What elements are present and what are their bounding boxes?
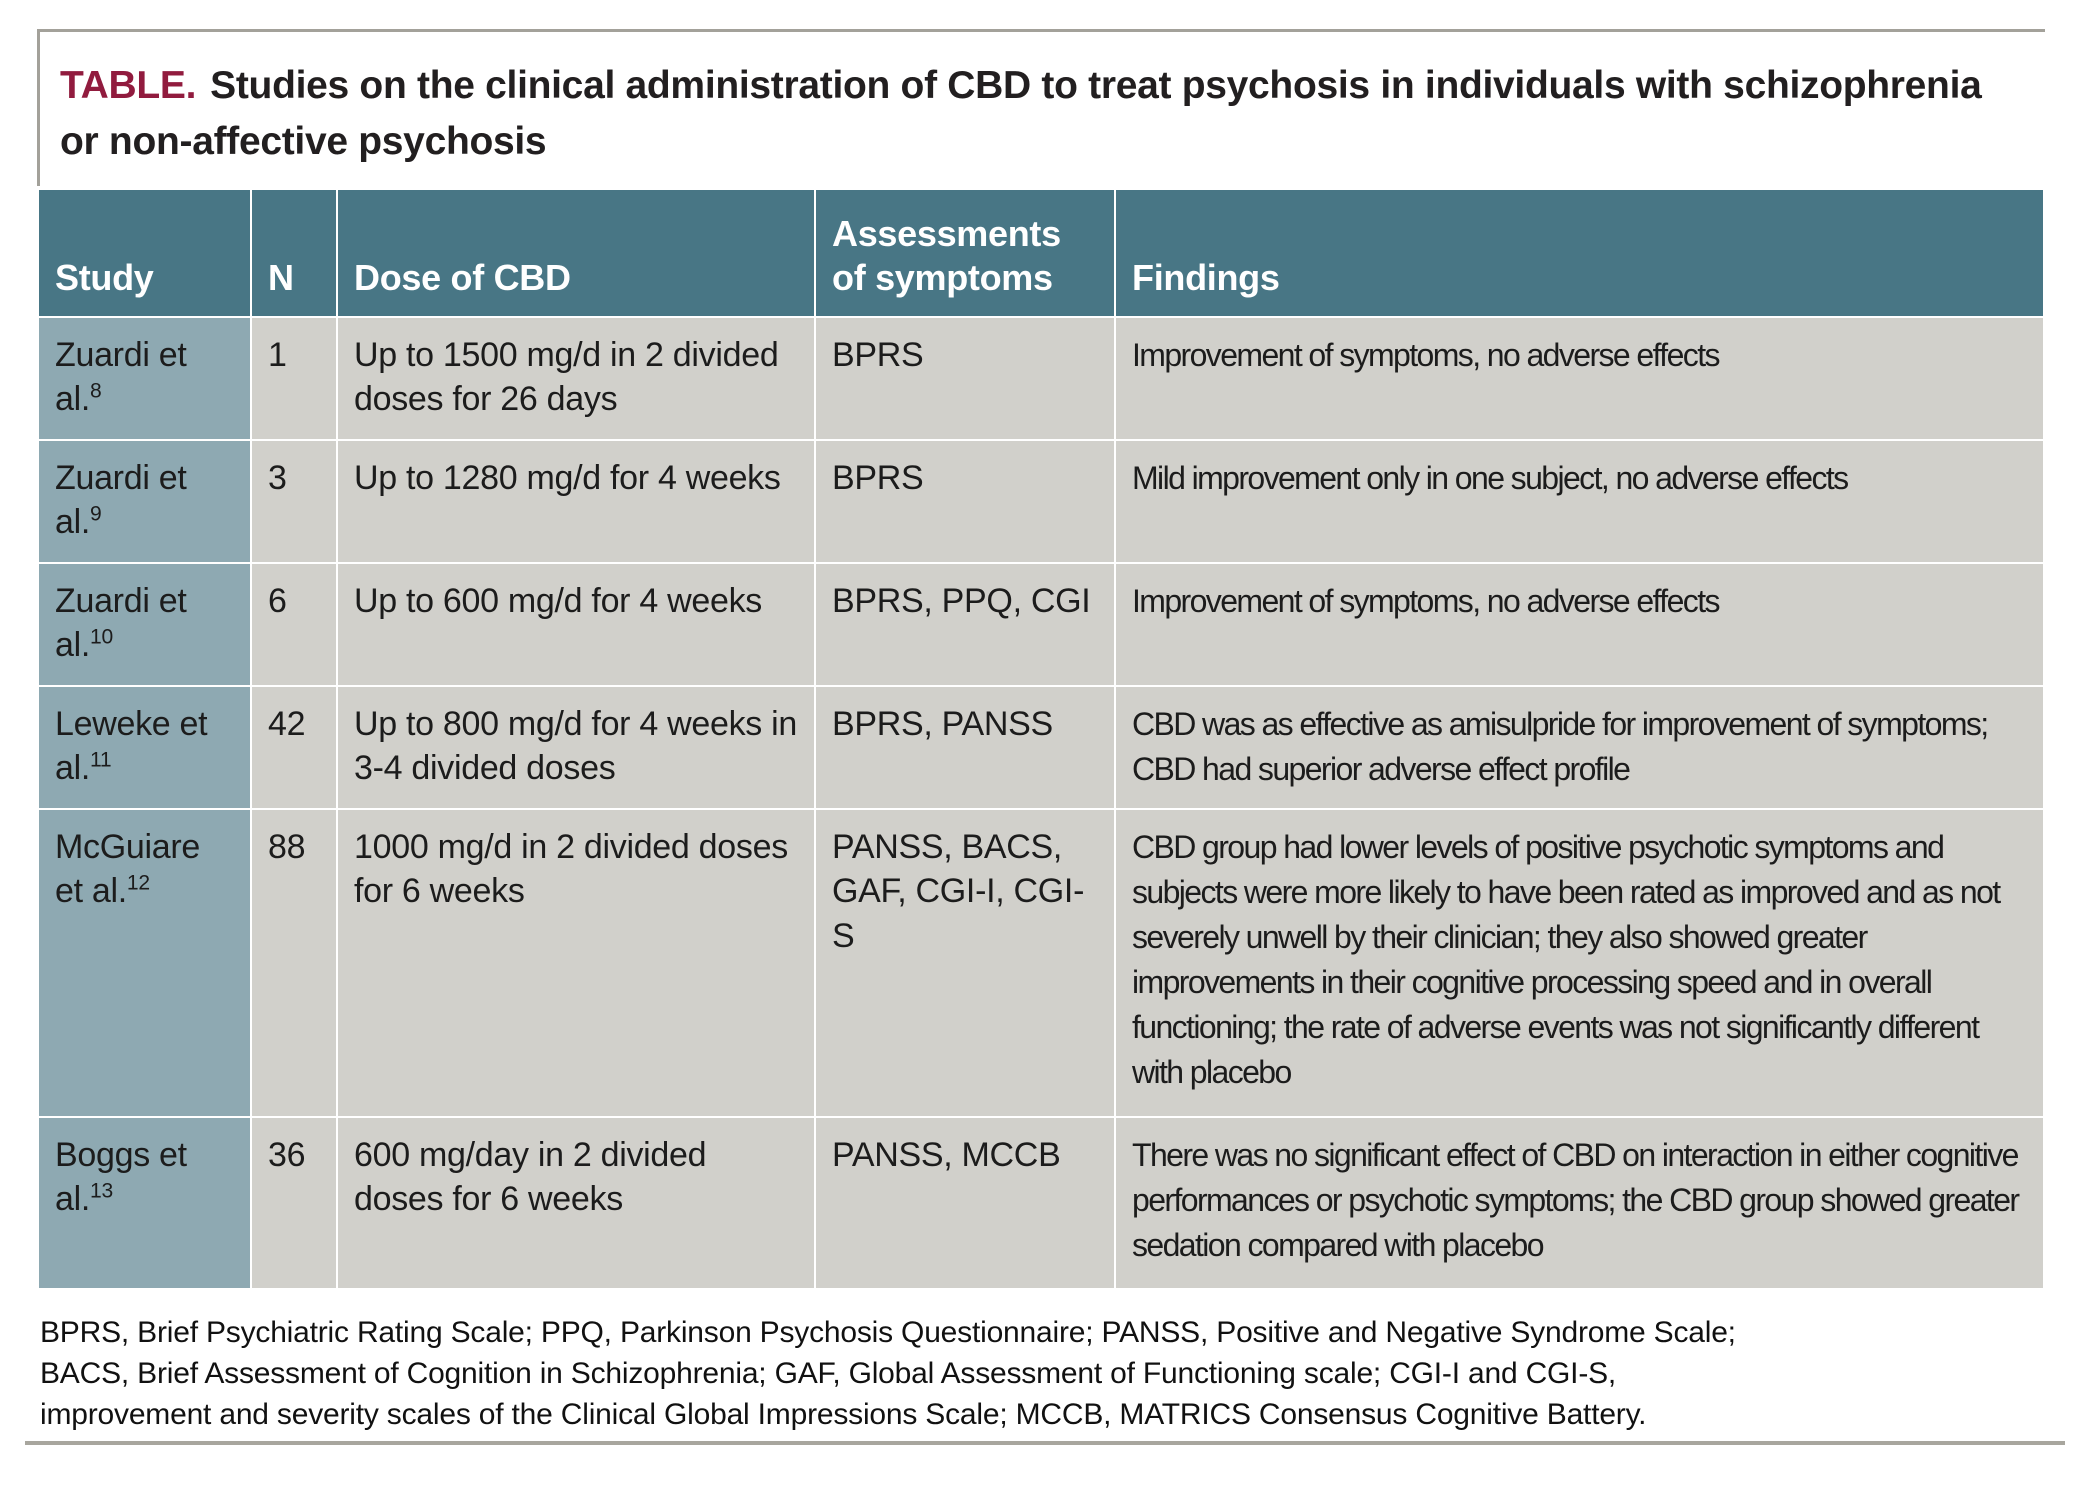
table-label: TABLE. [60,64,197,107]
assessments-cell: BPRS [814,315,1116,441]
study-name: Zuardi et al. [55,581,187,665]
table-row: Zuardi et al.9 3 Up to 1280 mg/d for 4 w… [37,438,2045,564]
study-name: Zuardi et al. [55,458,187,542]
findings-cell: Mild improvement only in one subject, no… [1114,438,2045,564]
table-row: McGuiare et al.12 88 1000 mg/d in 2 divi… [37,807,2045,1118]
assessments-cell: PANSS, MCCB [814,1115,1116,1290]
findings-cell: Improvement of symptoms, no adverse effe… [1114,315,2045,441]
table-row: Boggs et al.13 36 600 mg/day in 2 divide… [37,1115,2045,1290]
col-header-dose: Dose of CBD [336,187,816,318]
dose-cell: 600 mg/day in 2 divided doses for 6 week… [336,1115,816,1290]
study-cell: Zuardi et al.8 [37,315,252,441]
reference-number: 9 [90,503,102,527]
studies-table: Study N Dose of CBD Assessments of sympt… [37,187,2045,1290]
dose-cell: Up to 1500 mg/d in 2 divided doses for 2… [336,315,816,441]
table-row: Leweke et al.11 42 Up to 800 mg/d for 4 … [37,684,2045,810]
reference-number: 13 [90,1180,113,1204]
study-name: Boggs et al. [55,1135,187,1219]
col-header-study: Study [37,187,252,318]
study-cell: Leweke et al.11 [37,684,252,810]
study-cell: Zuardi et al.9 [37,438,252,564]
findings-cell: There was no significant effect of CBD o… [1114,1115,2045,1290]
table-title-text: Studies on the clinical administration o… [60,64,1982,163]
reference-number: 12 [126,872,150,896]
abbreviations-footnote: BPRS, Brief Psychiatric Rating Scale; PP… [40,1312,2045,1436]
study-cell: Zuardi et al.10 [37,561,252,687]
study-name: Zuardi et al. [55,335,187,419]
col-header-findings: Findings [1114,187,2045,318]
reference-number: 8 [90,380,102,404]
col-header-assessments: Assessments of symptoms [814,187,1116,318]
col-header-n: N [250,187,338,318]
table-row: Zuardi et al.10 6 Up to 600 mg/d for 4 w… [37,561,2045,687]
table-title: TABLE. Studies on the clinical administra… [37,32,2045,186]
dose-cell: Up to 1280 mg/d for 4 weeks [336,438,816,564]
n-cell: 42 [250,684,338,810]
findings-cell: Improvement of symptoms, no adverse effe… [1114,561,2045,687]
reference-number: 10 [90,626,113,650]
n-cell: 6 [250,561,338,687]
dose-cell: Up to 600 mg/d for 4 weeks [336,561,816,687]
dose-cell: Up to 800 mg/d for 4 weeks in 3-4 divide… [336,684,816,810]
study-name: McGuiare et al. [55,827,200,911]
findings-cell: CBD was as effective as amisulpride for … [1114,684,2045,810]
footnote-line: BPRS, Brief Psychiatric Rating Scale; PP… [40,1315,1736,1349]
n-cell: 3 [250,438,338,564]
findings-cell: CBD group had lower levels of positive p… [1114,807,2045,1118]
study-cell: McGuiare et al.12 [37,807,252,1118]
study-cell: Boggs et al.13 [37,1115,252,1290]
table-row: Zuardi et al.8 1 Up to 1500 mg/d in 2 di… [37,315,2045,441]
assessments-cell: BPRS, PPQ, CGI [814,561,1116,687]
n-cell: 88 [250,807,338,1118]
header-row: Study N Dose of CBD Assessments of sympt… [37,187,2045,318]
footnote-line: improvement and severity scales of the C… [40,1398,1647,1432]
n-cell: 36 [250,1115,338,1290]
n-cell: 1 [250,315,338,441]
study-name: Leweke et al. [55,704,208,788]
assessments-cell: BPRS, PANSS [814,684,1116,810]
bottom-divider [25,1441,2065,1445]
assessments-cell: BPRS [814,438,1116,564]
footnote-line: BACS, Brief Assessment of Cognition in S… [40,1356,1617,1390]
assessments-cell: PANSS, BACS, GAF, CGI-I, CGI-S [814,807,1116,1118]
dose-cell: 1000 mg/d in 2 divided doses for 6 weeks [336,807,816,1118]
reference-number: 11 [90,749,112,773]
table-card: TABLE. Studies on the clinical administra… [37,29,2045,1436]
